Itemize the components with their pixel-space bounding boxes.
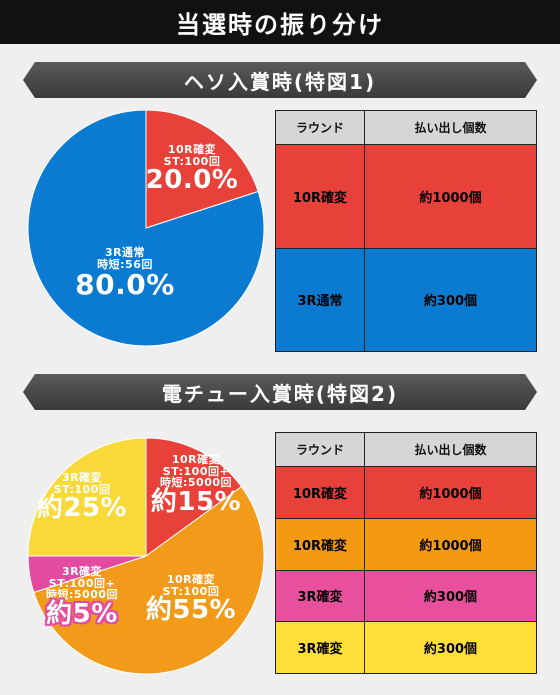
pie1-slice1-value: 20.0% [145,165,239,196]
cell-payout: 約300個 [364,569,537,623]
cell-round: 10R確変 [275,517,365,571]
pie2-slice1-line3: 時短:5000回 [159,476,232,490]
column-header-payout: 払い出し個数 [364,432,537,467]
table-row: 3R確変 約300個 [275,621,537,674]
pie-chart-1 [26,108,266,348]
table-row: 10R確変 約1000個 [275,517,537,571]
table-row: 10R確変 約1000個 [275,466,537,519]
pie-chart-2-svg [27,437,265,675]
pie2-slice2-line2: ST:100回 [162,584,220,598]
table-row: 10R確変 約1000個 [275,144,537,249]
pie1-slice2-label: 3R通常 時短:56回 80.0% [70,246,180,302]
section-header-2: 電チュー入賞時(特図2) [23,374,537,410]
pie1-slice2-line1: 3R通常 [104,246,146,259]
pie2-slice4-line2: ST:100回 [53,482,111,496]
column-header-round: ラウンド [275,432,365,467]
pie1-slice2-value: 80.0% [75,268,175,302]
table-row: 3R確変 約300個 [275,569,537,623]
pie-chart-1-svg [27,109,265,347]
pie-chart-2 [26,436,266,676]
pie2-slice1-line2: ST:100回+ [162,464,230,478]
pie1-slice-2 [27,109,265,347]
cell-payout: 約1000個 [364,466,537,519]
cell-round: 3R通常 [275,247,365,352]
pie2-slice4-label: 3R確変 ST:100回 約25% [36,472,128,522]
pie1-slice1-label: 10R確変 ST:100回 20.0% [142,144,242,194]
pie2-slice2-value: 約55% [145,595,237,626]
section-header-1: ヘソ入賞時(特図1) [23,62,537,98]
pie2-slice3-line1: 3R確変 [61,565,103,578]
pie1-slice1-line1: 10R確変 [167,143,217,156]
pie2-slice-4 [27,437,147,557]
payout-table-1: ラウンド 払い出し個数 10R確変 約1000個 3R通常 約300個 [275,110,537,352]
pie2-slice3-line3: 時短:5000回 [45,588,118,602]
pie2-slice3-label: 3R確変 ST:100回+ 時短:5000回 約5% [36,566,128,628]
pie1-slice-1 [145,109,259,229]
table-header-row: ラウンド 払い出し個数 [275,432,537,467]
pie1-slice2-line2: 時短:56回 [97,257,153,271]
payout-table-2: ラウンド 払い出し個数 10R確変 約1000個 10R確変 約1000個 3R… [275,432,537,674]
pie1-slice1-line2: ST:100回 [163,154,221,168]
cell-round: 3R確変 [275,569,365,623]
cell-round: 10R確変 [275,466,365,519]
pie2-slice1-line1: 10R確変 [171,453,221,466]
cell-payout: 約1000個 [364,144,537,249]
pie2-slice2-line1: 10R確変 [166,573,216,586]
cell-round: 10R確変 [275,144,365,249]
pie2-slice3-line2: ST:100回+ [48,576,116,590]
column-header-payout: 払い出し個数 [364,110,537,145]
pie2-slice3-value: 約5% [46,598,118,629]
cell-payout: 約300個 [364,247,537,352]
pie2-slice2-label: 10R確変 ST:100回 約55% [145,574,237,624]
pie2-slice4-line1: 3R確変 [61,471,103,484]
pie2-slice1-value: 約15% [150,486,242,517]
table-header-row: ラウンド 払い出し個数 [275,110,537,145]
table-row: 3R通常 約300個 [275,247,537,352]
pie2-slice-1 [145,437,243,557]
pie2-slice4-value: 約25% [36,493,128,524]
page-title: 当選時の振り分け [176,10,384,39]
cell-payout: 約300個 [364,621,537,674]
pie2-slice1-label: 10R確変 ST:100回+ 時短:5000回 約15% [150,454,242,516]
column-header-round: ラウンド [275,110,365,145]
cell-payout: 約1000個 [364,517,537,571]
cell-round: 3R確変 [275,621,365,674]
pie2-slice-2 [33,485,265,675]
title-band [0,0,560,44]
